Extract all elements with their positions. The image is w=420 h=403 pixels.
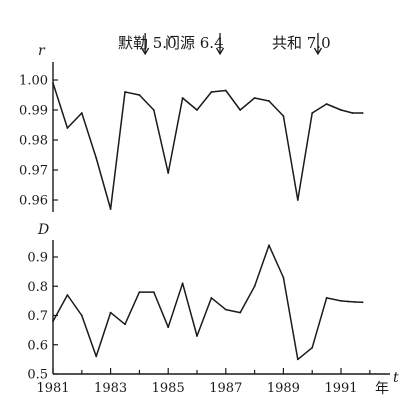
y-tick-label: 1.00 (19, 74, 48, 89)
event-arrow-1 (141, 33, 150, 56)
x-tick-label: 1981 (36, 381, 69, 396)
event-annotation-2: 门源 6.4 (165, 34, 224, 52)
data-point (109, 208, 112, 210)
data-point (224, 89, 227, 92)
y-tick-label: 0.99 (19, 104, 48, 119)
data-point (340, 109, 342, 111)
data-point (152, 291, 155, 293)
x-tick-label: 1991 (324, 381, 357, 396)
data-point (361, 301, 364, 304)
data-point (282, 276, 285, 279)
panel-1: r 0.96 0.97 0.98 0.99 1.00 (19, 43, 364, 212)
y-tick-label: 0.7 (27, 309, 48, 324)
data-point (325, 103, 328, 105)
data-point (210, 297, 213, 299)
y-tick-label: 0.98 (19, 134, 48, 149)
data-point (253, 97, 256, 99)
y-axis-title: r (38, 43, 46, 59)
data-point (181, 97, 184, 99)
data-point (296, 199, 299, 201)
x-tick-label: 1983 (94, 381, 127, 396)
data-point (239, 109, 242, 111)
data-point (66, 294, 69, 296)
data-point (124, 323, 126, 326)
data-point (210, 91, 213, 93)
event-arrow-3 (313, 33, 323, 56)
y-tick-label: 0.9 (27, 251, 48, 266)
data-point (325, 297, 328, 299)
x-tick-label: 1985 (152, 381, 185, 396)
data-point (347, 300, 350, 303)
data-point (95, 157, 98, 159)
data-point (124, 91, 126, 93)
data-point (354, 301, 357, 303)
data-point (224, 308, 227, 311)
data-point (52, 320, 54, 323)
event-arrow-2 (215, 33, 225, 56)
x-tick-label: 1989 (267, 381, 300, 396)
data-point (340, 300, 342, 302)
data-point (167, 326, 170, 329)
data-point (311, 112, 314, 114)
x-tick-suffix: 年 (375, 381, 389, 397)
y-tick-label: 0.96 (19, 194, 48, 209)
event-annotation-1: 默勒 5.0 (118, 34, 177, 52)
data-point (109, 311, 112, 314)
y-tick-label: 0.5 (27, 368, 48, 383)
data-point (361, 112, 364, 114)
data-point (152, 109, 155, 111)
data-point (196, 109, 198, 111)
data-point (80, 314, 83, 317)
data-point (311, 346, 314, 349)
data-point (296, 358, 299, 361)
data-point (196, 335, 198, 337)
data-point (268, 244, 270, 247)
data-point (239, 311, 242, 314)
data-point (181, 282, 184, 285)
series-line (52, 82, 363, 210)
data-point (253, 285, 256, 288)
y-tick-label: 0.97 (19, 164, 48, 179)
panel-2: D 0.5 0.6 0.7 0.8 0.9 1981 1983 1985 1987 1989 1991… (27, 222, 399, 397)
data-point (138, 291, 141, 293)
down-arrow-icon (313, 47, 323, 56)
x-tick-label: 1987 (209, 381, 242, 396)
data-point (80, 112, 83, 114)
data-point (52, 82, 54, 84)
y-tick-label: 0.8 (27, 280, 48, 295)
data-point (95, 355, 98, 358)
x-axis-title: t (393, 370, 399, 386)
data-point (268, 100, 270, 102)
data-point (66, 127, 69, 129)
down-arrow-icon (141, 47, 150, 56)
data-point (138, 94, 141, 96)
data-point (167, 172, 170, 174)
series-line (52, 244, 363, 361)
y-axis-title: D (37, 222, 49, 238)
data-point (282, 115, 285, 117)
down-arrow-icon (215, 47, 225, 56)
y-tick-label: 0.6 (27, 338, 48, 353)
data-point (351, 112, 354, 114)
event-annotation-3: 共和 7.0 (272, 34, 331, 52)
